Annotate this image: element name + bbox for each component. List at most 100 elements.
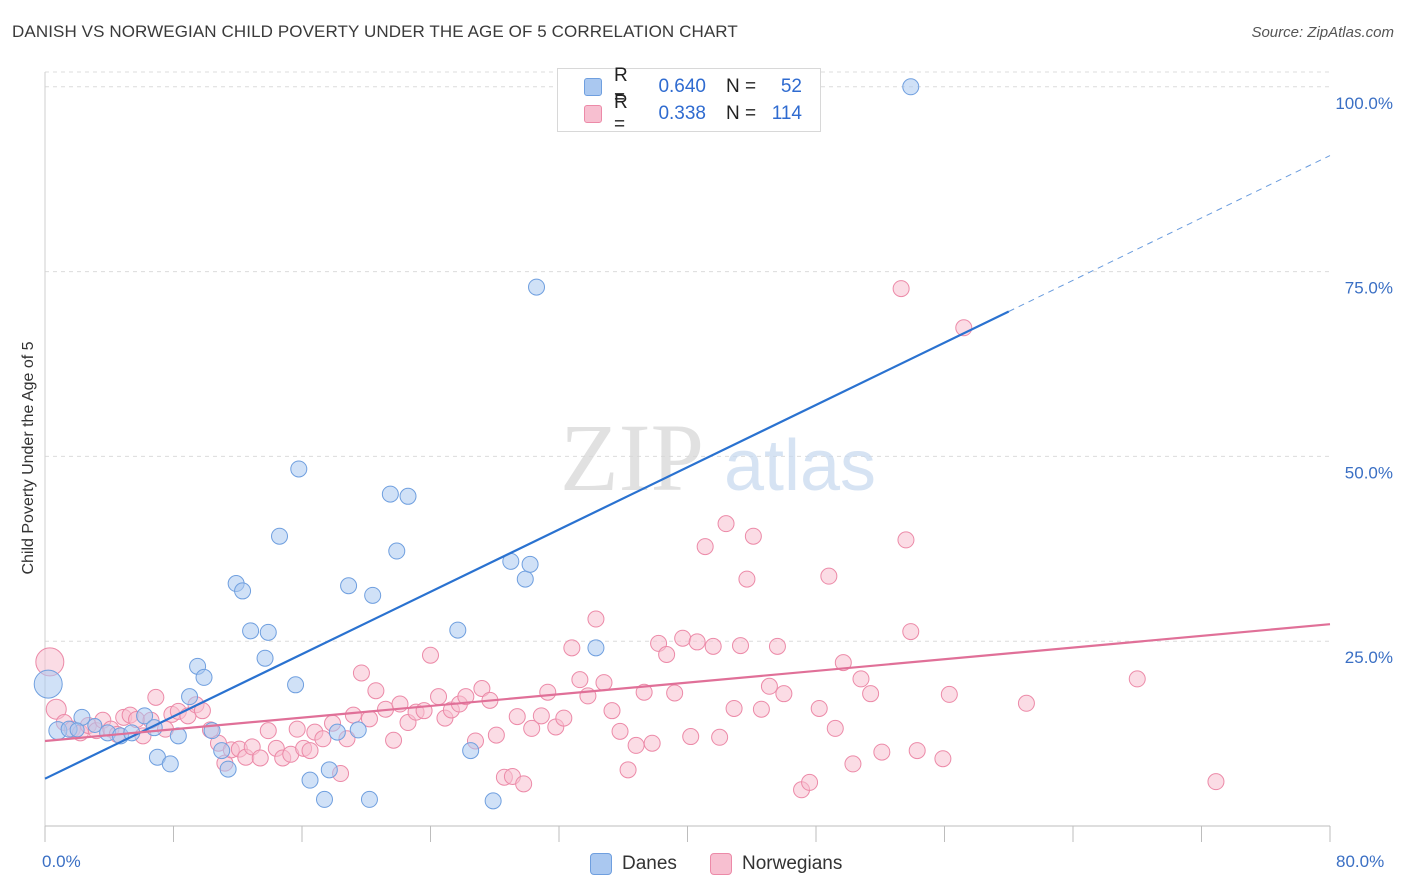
- legend-danes-label: Danes: [622, 853, 677, 874]
- norwegians-point: [555, 709, 573, 727]
- norwegians-point: [674, 629, 692, 647]
- norwegians-point: [940, 685, 958, 703]
- norwegians-point: [1017, 694, 1035, 712]
- danes-point: [33, 669, 63, 699]
- danes-point: [587, 639, 605, 657]
- norwegians-point: [457, 688, 475, 706]
- norwegians-point: [711, 728, 729, 746]
- norwegians-point: [539, 683, 557, 701]
- norwegians-point: [595, 674, 613, 692]
- danes-point: [195, 668, 213, 686]
- danes-point: [349, 721, 367, 739]
- legend-norwegians-label: Norwegians: [742, 853, 843, 874]
- norwegians-point: [587, 610, 605, 628]
- y-tick-label: 50.0%: [1345, 463, 1393, 482]
- norwegians-points: [35, 280, 1225, 799]
- norwegians-point: [619, 761, 637, 779]
- norwegians-point: [643, 734, 661, 752]
- norwegians-point: [385, 731, 403, 749]
- watermark-atlas: atlas: [724, 426, 876, 506]
- y-tick-label: 100.0%: [1335, 94, 1393, 113]
- danes-point: [902, 78, 920, 96]
- norwegians-point: [563, 639, 581, 657]
- gridlines: [45, 71, 1330, 642]
- norwegians-point: [688, 633, 706, 651]
- norwegians-point: [801, 773, 819, 791]
- danes-point: [259, 623, 277, 641]
- danes-point: [516, 570, 534, 588]
- danes-point: [364, 586, 382, 604]
- danes-point: [287, 676, 305, 694]
- norwegians-point: [873, 743, 891, 761]
- danes-point: [399, 487, 417, 505]
- danes-point: [462, 742, 480, 760]
- norwegians-point: [635, 683, 653, 701]
- chart-title: DANISH VS NORWEGIAN CHILD POVERTY UNDER …: [12, 22, 738, 41]
- danes-point: [256, 649, 274, 667]
- danes-point: [87, 717, 103, 733]
- norwegians-point: [259, 722, 277, 740]
- norwegians-point: [820, 567, 838, 585]
- danes-point: [320, 761, 338, 779]
- danes-point: [69, 722, 85, 738]
- norwegians-point: [611, 722, 629, 740]
- norwegians-point: [725, 699, 743, 717]
- norwegians-point: [487, 726, 505, 744]
- danes-point: [388, 542, 406, 560]
- norwegians-point: [352, 664, 370, 682]
- legend-row-norwegians: R = 0.338 N = 114: [584, 92, 802, 135]
- danes-point: [271, 527, 289, 545]
- danes-point: [234, 582, 252, 600]
- norwegians-point: [744, 527, 762, 545]
- y-tick-labels: 25.0% 50.0% 75.0% 100.0%: [1335, 94, 1393, 667]
- norwegians-point: [508, 708, 526, 726]
- danes-point: [528, 278, 546, 296]
- norwegians-point: [314, 730, 332, 748]
- r-value-norwegians: 0.338: [658, 103, 706, 124]
- danes-point: [521, 555, 539, 573]
- danes-trend-line: [44, 310, 1010, 780]
- norwegians-point: [844, 755, 862, 773]
- norwegians-point: [627, 736, 645, 754]
- norwegians-point: [862, 685, 880, 703]
- n-label: N =: [726, 76, 757, 97]
- norwegians-swatch: [584, 105, 602, 123]
- legend-danes: Danes: [590, 852, 677, 876]
- danes-point: [181, 688, 199, 706]
- norwegians-point: [752, 700, 770, 718]
- norwegians-point: [147, 688, 165, 706]
- norwegians-point: [515, 775, 533, 793]
- norwegians-point: [430, 688, 448, 706]
- x-tick-min: 0.0%: [42, 852, 81, 871]
- danes-point: [360, 790, 378, 808]
- norwegians-point: [666, 684, 684, 702]
- danes-point: [161, 755, 179, 773]
- x-tick-max: 80.0%: [1336, 852, 1385, 871]
- norwegians-point: [603, 702, 621, 720]
- danes-point: [340, 577, 358, 595]
- r-label: R =: [614, 65, 628, 108]
- norwegians-point: [696, 538, 714, 556]
- norwegians-legend-swatch: [710, 853, 732, 875]
- norwegians-point: [908, 742, 926, 760]
- norwegians-point: [571, 671, 589, 689]
- norwegians-point: [301, 742, 319, 760]
- axes: [44, 72, 1331, 842]
- norwegians-point: [934, 750, 952, 768]
- n-value-norwegians: 114: [771, 103, 802, 124]
- norwegians-point: [826, 719, 844, 737]
- norwegians-point: [760, 677, 778, 695]
- danes-point: [136, 707, 154, 725]
- legend-row-danes: R = 0.640 N = 52: [584, 65, 802, 108]
- danes-point: [328, 723, 346, 741]
- norwegians-point: [704, 637, 722, 655]
- danes-point: [484, 792, 502, 810]
- norwegians-point: [892, 280, 910, 298]
- n-label: N =: [726, 103, 757, 124]
- norwegians-point: [422, 646, 439, 664]
- r-label: R =: [614, 92, 628, 135]
- norwegians-point: [897, 531, 915, 549]
- norwegians-point: [1128, 670, 1146, 688]
- norwegians-point: [834, 654, 852, 672]
- source-credit: Source: ZipAtlas.com: [1251, 24, 1394, 41]
